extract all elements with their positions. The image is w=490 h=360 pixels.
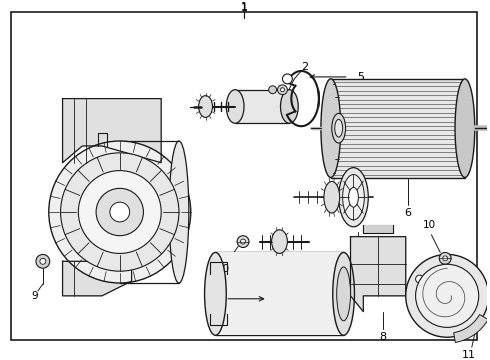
Circle shape xyxy=(78,171,161,253)
Bar xyxy=(216,252,343,335)
Circle shape xyxy=(411,270,428,288)
Text: 9: 9 xyxy=(32,291,38,301)
Ellipse shape xyxy=(455,79,475,177)
Polygon shape xyxy=(63,261,132,296)
Ellipse shape xyxy=(198,96,213,117)
Ellipse shape xyxy=(204,252,226,335)
Circle shape xyxy=(49,141,191,283)
Ellipse shape xyxy=(324,181,340,213)
Circle shape xyxy=(237,236,249,248)
Text: 11: 11 xyxy=(462,350,476,360)
Ellipse shape xyxy=(343,175,365,220)
Circle shape xyxy=(269,86,276,94)
Wedge shape xyxy=(454,315,488,342)
Ellipse shape xyxy=(271,230,288,253)
Polygon shape xyxy=(350,237,406,312)
Text: 10: 10 xyxy=(217,264,230,274)
Ellipse shape xyxy=(333,252,354,335)
Ellipse shape xyxy=(321,79,341,177)
Text: 8: 8 xyxy=(379,332,387,342)
Ellipse shape xyxy=(332,113,345,143)
Ellipse shape xyxy=(226,90,244,123)
Circle shape xyxy=(241,239,245,244)
Ellipse shape xyxy=(335,119,343,137)
Circle shape xyxy=(443,256,448,261)
Ellipse shape xyxy=(169,141,189,283)
Circle shape xyxy=(280,88,284,92)
Polygon shape xyxy=(363,225,393,233)
Circle shape xyxy=(416,264,479,327)
Circle shape xyxy=(282,74,293,84)
Text: 2: 2 xyxy=(301,62,309,72)
Circle shape xyxy=(110,202,130,222)
Ellipse shape xyxy=(348,187,358,207)
Ellipse shape xyxy=(337,267,350,321)
Circle shape xyxy=(36,255,50,268)
Text: 7: 7 xyxy=(214,294,221,304)
Ellipse shape xyxy=(339,168,368,227)
Circle shape xyxy=(277,85,288,95)
Text: 10: 10 xyxy=(423,220,436,230)
Text: 1: 1 xyxy=(241,2,247,12)
Text: 5: 5 xyxy=(357,72,364,82)
Circle shape xyxy=(96,188,144,236)
Polygon shape xyxy=(63,99,161,163)
Ellipse shape xyxy=(280,90,298,123)
Circle shape xyxy=(439,252,451,264)
Bar xyxy=(235,90,290,123)
Text: 1: 1 xyxy=(241,3,247,13)
Text: 3: 3 xyxy=(276,276,283,286)
Text: 4: 4 xyxy=(355,255,362,264)
Circle shape xyxy=(406,255,489,337)
Circle shape xyxy=(61,153,179,271)
Text: 6: 6 xyxy=(404,208,411,218)
Circle shape xyxy=(40,258,46,264)
Bar xyxy=(331,79,465,177)
Circle shape xyxy=(416,275,423,283)
